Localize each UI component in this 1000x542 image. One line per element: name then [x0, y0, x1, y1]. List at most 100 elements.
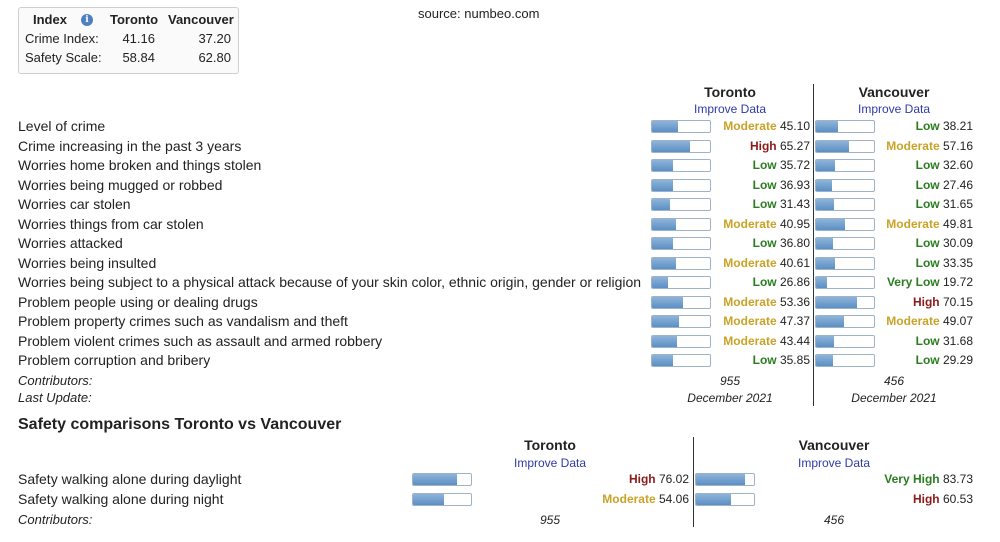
bar-fill	[652, 140, 690, 152]
bar-fill	[652, 179, 674, 191]
index-header-toronto: Toronto	[110, 12, 159, 27]
value-number: 45.10	[776, 119, 810, 133]
value-number: 30.09	[939, 236, 973, 250]
index-row-safety: Safety Scale: 58.84 62.80	[25, 50, 235, 68]
bar-fill	[696, 474, 745, 485]
value-number: 76.02	[655, 472, 689, 486]
crime-bar-vancouver	[815, 256, 875, 270]
crime-bar-toronto	[651, 120, 711, 133]
level-label: Moderate	[602, 491, 656, 506]
crime-row-label: Worries being insulted	[18, 254, 157, 271]
last-update-toronto: December 2021	[687, 391, 773, 405]
last-update-vancouver: December 2021	[851, 391, 937, 405]
value-number: 47.37	[776, 314, 810, 328]
bar-fill	[652, 121, 679, 132]
bar-fill	[652, 160, 673, 171]
crime-index-toronto: 41.16	[122, 31, 155, 46]
crime-value-vancouver: Moderate 49.81	[877, 217, 973, 231]
level-label: Low	[915, 158, 940, 172]
value-number: 35.85	[776, 353, 810, 367]
crime-row-label: Level of crime	[18, 118, 106, 134]
safety-value-toronto: High 76.02	[474, 472, 689, 486]
value-number: 40.61	[776, 255, 810, 270]
level-label: Low	[915, 236, 940, 250]
level-label: Low	[752, 177, 777, 192]
level-label: Very High	[884, 472, 940, 486]
value-number: 31.43	[776, 197, 810, 211]
safety-value-vancouver: Very High 83.73	[757, 472, 973, 486]
level-label: Very Low	[886, 275, 940, 289]
crime-improve-toronto[interactable]: Improve Data	[693, 102, 767, 116]
value-number: 43.44	[776, 333, 810, 348]
crime-bar-toronto	[651, 276, 711, 289]
crime-value-vancouver: Low 29.29	[877, 353, 973, 367]
crime-bar-vancouver	[815, 139, 875, 153]
value-number: 33.35	[939, 255, 973, 270]
crime-bar-toronto	[651, 198, 711, 211]
crime-row-label: Worries car stolen	[18, 196, 131, 212]
crime-value-toronto: Moderate 53.36	[713, 295, 810, 309]
crime-divider	[813, 84, 814, 406]
safety-row-label: Safety walking alone during daylight	[18, 471, 242, 487]
crime-value-toronto: Low 36.80	[713, 236, 810, 250]
crime-bar-vancouver	[815, 315, 875, 328]
value-number: 31.65	[939, 197, 973, 211]
crime-bar-vancouver	[815, 237, 875, 250]
bar-fill	[652, 238, 674, 249]
value-number: 40.95	[776, 216, 810, 231]
crime-value-vancouver: Low 31.65	[877, 197, 973, 211]
safety-value-vancouver: High 60.53	[757, 492, 973, 506]
bar-fill	[816, 316, 845, 327]
safety-improve-toronto[interactable]: Improve Data	[513, 456, 587, 470]
value-number: 36.80	[776, 236, 810, 250]
crime-index-label: Crime Index:	[25, 31, 99, 46]
info-icon[interactable]: i	[81, 14, 93, 26]
safety-header-vancouver: Vancouver	[798, 437, 870, 453]
bar-fill	[816, 238, 834, 249]
crime-contributors-toronto: 955	[719, 374, 741, 388]
crime-bar-vancouver	[815, 178, 875, 192]
crime-value-toronto: Moderate 40.95	[713, 217, 810, 231]
value-number: 54.06	[655, 491, 689, 506]
crime-value-vancouver: Low 32.60	[877, 158, 973, 172]
level-label: Moderate	[886, 138, 940, 153]
crime-row-label: Crime increasing in the past 3 years	[18, 137, 242, 154]
level-label: High	[912, 491, 940, 506]
crime-row-label: Worries attacked	[18, 235, 123, 251]
bar-fill	[652, 335, 678, 347]
value-number: 32.60	[939, 158, 973, 172]
crime-value-toronto: Moderate 40.61	[713, 256, 810, 270]
safety-improve-vancouver[interactable]: Improve Data	[797, 456, 871, 470]
level-label: Low	[915, 353, 940, 367]
crime-value-vancouver: Low 31.68	[877, 334, 973, 348]
value-number: 26.86	[776, 275, 810, 289]
bar-fill	[816, 296, 857, 308]
safety-scale-vancouver: 62.80	[198, 50, 231, 65]
safety-contributors-vancouver: 456	[823, 513, 845, 527]
value-number: 49.81	[939, 216, 973, 231]
crime-row-label: Problem people using or dealing drugs	[18, 293, 258, 310]
crime-contributors-vancouver: 456	[883, 374, 905, 388]
crime-row-label: Problem violent crimes such as assault a…	[18, 332, 383, 349]
value-number: 35.72	[776, 158, 810, 172]
level-label: Low	[915, 119, 940, 133]
bar-fill	[816, 335, 835, 347]
value-number: 38.21	[939, 119, 973, 133]
safety-bar-toronto	[412, 473, 472, 486]
index-header-row: Index i Toronto Vancouver	[25, 12, 235, 30]
safety-scale-label: Safety Scale:	[25, 50, 102, 65]
crime-value-vancouver: Moderate 49.07	[877, 314, 973, 328]
bar-fill	[696, 493, 732, 505]
crime-value-vancouver: Low 30.09	[877, 236, 973, 250]
crime-row-label: Worries being subject to a physical atta…	[18, 274, 642, 290]
crime-contributors-label: Contributors:	[18, 373, 93, 388]
crime-value-toronto: Low 26.86	[713, 275, 810, 289]
level-label: Low	[752, 275, 777, 289]
level-label: Low	[915, 255, 940, 270]
crime-value-toronto: Low 36.93	[713, 178, 810, 192]
safety-section-title: Safety comparisons Toronto vs Vancouver	[18, 416, 342, 433]
safety-divider	[693, 437, 694, 527]
crime-row-label: Worries being mugged or robbed	[18, 176, 223, 193]
crime-improve-vancouver[interactable]: Improve Data	[857, 102, 931, 116]
crime-value-vancouver: Moderate 57.16	[877, 139, 973, 153]
